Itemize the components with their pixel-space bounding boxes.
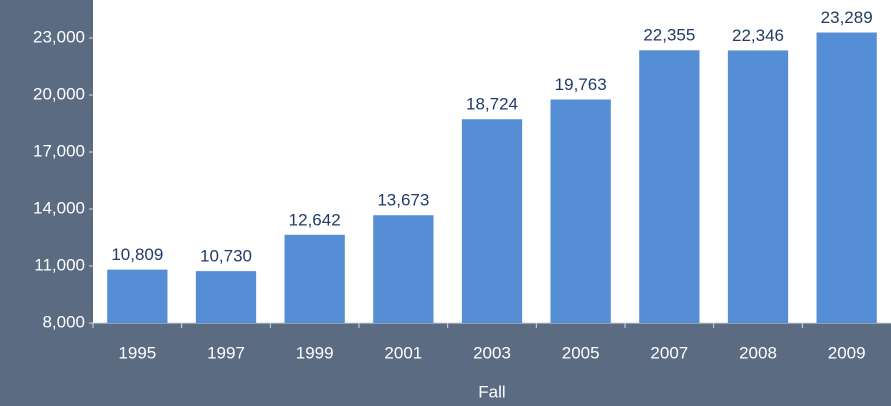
x-tick-label: 2009 (828, 343, 866, 362)
bar (639, 50, 700, 323)
bar (195, 271, 257, 323)
x-tick-label: 2008 (739, 343, 777, 362)
data-label: 22,346 (732, 26, 784, 45)
bar (107, 269, 168, 323)
bar (550, 99, 611, 324)
x-axis-label: Fall (478, 382, 505, 401)
y-tick-label: 20,000 (33, 84, 85, 103)
x-tick-label: 2007 (650, 343, 688, 362)
x-tick-label: 1999 (296, 343, 334, 362)
y-tick-label: 11,000 (34, 255, 85, 274)
x-tick-label: 2005 (562, 343, 600, 362)
bar (727, 50, 789, 324)
y-tick-label: 8,000 (42, 312, 85, 331)
data-label: 10,809 (111, 245, 163, 264)
bar (816, 32, 877, 323)
bar (373, 215, 434, 323)
data-label: 18,724 (466, 95, 518, 114)
x-tick-label: 2001 (384, 343, 422, 362)
y-tick-label: 23,000 (33, 27, 85, 46)
data-label: 12,642 (289, 210, 341, 229)
data-label: 19,763 (555, 75, 607, 94)
data-label: 22,355 (643, 26, 695, 45)
bar (461, 119, 523, 323)
x-tick-label: 1997 (207, 343, 245, 362)
data-label: 23,289 (821, 8, 873, 27)
data-label: 10,730 (200, 247, 252, 266)
x-tick-label: 2003 (473, 343, 511, 362)
bar (284, 234, 345, 323)
x-tick-label: 1995 (118, 343, 156, 362)
y-tick-label: 14,000 (33, 198, 85, 217)
data-label: 13,673 (377, 191, 429, 210)
y-tick-label: 17,000 (33, 141, 85, 160)
